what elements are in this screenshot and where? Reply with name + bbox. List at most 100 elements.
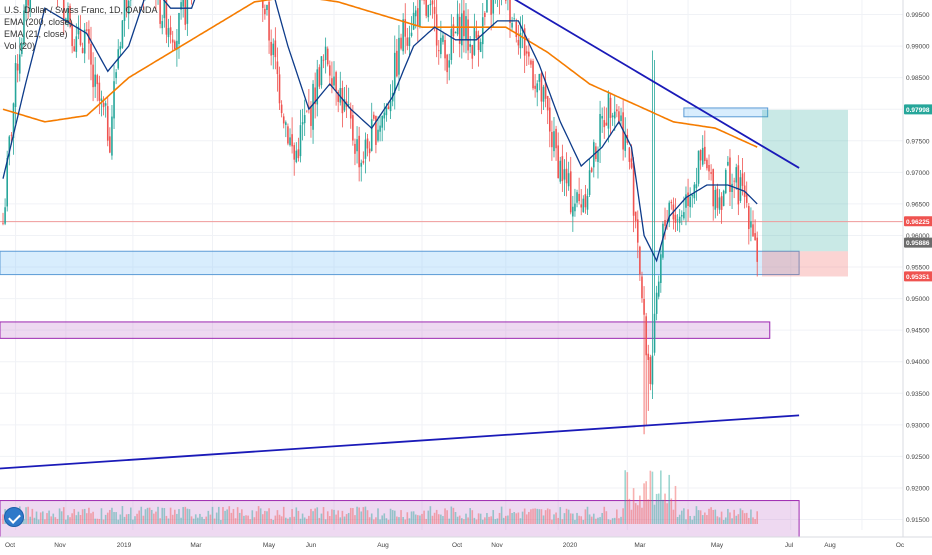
volume-bar (314, 508, 316, 524)
volume-bar (394, 511, 396, 524)
candle-body (526, 51, 528, 53)
candle-body (398, 38, 400, 75)
support-zone[interactable] (0, 251, 799, 274)
indicator-ema21[interactable]: EMA (21, close) (4, 28, 158, 40)
volume-bar (568, 510, 570, 524)
volume-bar (254, 517, 256, 524)
candle-body (423, 0, 425, 1)
candle-body (367, 139, 369, 149)
candle-body (94, 75, 96, 87)
volume-bar (486, 513, 488, 524)
target-zone[interactable] (762, 110, 848, 251)
candle-body (513, 18, 515, 19)
volume-bar (407, 512, 409, 524)
volume-bar (159, 518, 161, 524)
volume-bar (683, 508, 685, 524)
candle-body (671, 202, 673, 203)
candle-body (105, 103, 107, 105)
candle-body (187, 0, 189, 24)
volume-bar (541, 509, 543, 524)
candle-body (396, 51, 398, 77)
candle-body (566, 169, 568, 184)
indicator-ema200[interactable]: EMA (200, close) (4, 16, 158, 28)
candle-body (430, 4, 432, 5)
volume-bar (685, 519, 687, 524)
volume-bar (530, 509, 532, 524)
candle-body (572, 207, 574, 217)
candle-body (652, 356, 654, 385)
volume-bar (501, 507, 503, 524)
volume-bar (484, 517, 486, 524)
volume-bar (386, 518, 388, 524)
volume-bar (624, 470, 626, 524)
volume-bar (698, 510, 700, 524)
volume-bar (201, 517, 203, 524)
volume-bar (377, 508, 379, 524)
candle-body (681, 215, 683, 216)
x-tick-label: May (263, 542, 276, 549)
volume-bar (461, 518, 463, 524)
candle-body (480, 42, 482, 52)
volume-bar (296, 507, 298, 524)
y-tick-label: 0.93500 (906, 391, 930, 398)
candle-body (166, 0, 168, 35)
candle-body (698, 151, 700, 184)
volume-bar (272, 520, 274, 524)
volume-bar (120, 514, 122, 524)
candle-body (419, 0, 421, 27)
volume-bar (308, 516, 310, 524)
volume-bar (50, 516, 52, 524)
candle-body (277, 61, 279, 74)
volume-bar (65, 520, 67, 524)
volume-bar (451, 507, 453, 524)
stop-zone[interactable] (762, 251, 848, 276)
candle-body (637, 219, 639, 242)
candle-body (700, 150, 702, 161)
volume-bar (629, 499, 631, 524)
volume-bar (398, 517, 400, 524)
volume-bar (413, 511, 415, 524)
volume-bar (631, 510, 633, 524)
candle-body (360, 163, 362, 167)
candle-body (664, 220, 666, 226)
volume-bar (40, 512, 42, 524)
volume-bar (76, 515, 78, 524)
volume-bar (354, 515, 356, 524)
volume-bar (94, 519, 96, 524)
volume-bar (715, 510, 717, 524)
volume-bar (733, 510, 735, 524)
tradingview-logo-icon[interactable] (4, 507, 24, 527)
candle-body (723, 191, 725, 206)
volume-bar (180, 518, 182, 524)
candle-body (620, 115, 622, 121)
volume-bar (187, 509, 189, 524)
volume-bar (425, 519, 427, 524)
candle-body (394, 53, 396, 93)
volume-bar (218, 507, 220, 524)
volume-bar (287, 519, 289, 524)
volume-bar (744, 513, 746, 524)
volume-bar (335, 515, 337, 524)
x-tick-label: 2020 (563, 542, 578, 549)
candle-body (300, 125, 302, 156)
indicator-volume[interactable]: Vol (20) (4, 40, 158, 52)
volume-bar (249, 519, 251, 524)
volume-bar (383, 513, 385, 524)
resistance-zone[interactable] (684, 108, 768, 117)
candle-body (409, 37, 411, 46)
volume-bar (283, 507, 285, 524)
volume-bar (69, 517, 71, 524)
candle-body (369, 149, 371, 154)
candle-body (304, 115, 306, 123)
volume-bar (130, 508, 132, 524)
volume-bar (518, 513, 520, 524)
volume-bar (134, 516, 136, 524)
volume-bar (381, 515, 383, 524)
symbol-title[interactable]: U.S. Dollar / Swiss Franc, 1D, OANDA (4, 4, 158, 16)
volume-bar (342, 511, 344, 524)
candle-body (612, 115, 614, 117)
candle-body (388, 106, 390, 109)
